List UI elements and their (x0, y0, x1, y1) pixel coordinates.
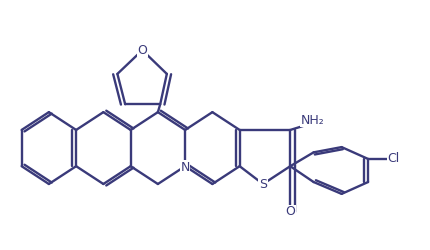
Text: O: O (285, 205, 295, 218)
Text: NH₂: NH₂ (300, 114, 324, 126)
Text: Cl: Cl (387, 152, 399, 166)
Text: S: S (258, 178, 266, 190)
Text: N: N (180, 161, 189, 174)
Text: O: O (137, 44, 147, 57)
